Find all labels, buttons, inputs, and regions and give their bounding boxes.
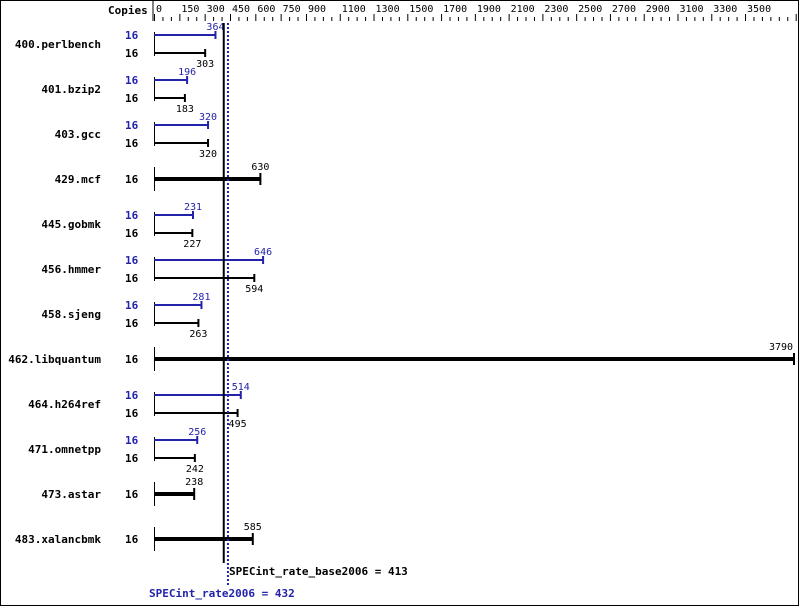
x-tick-label: 600 <box>257 4 275 15</box>
x-tick-label: 1500 <box>409 4 433 15</box>
x-tick-label: 3500 <box>747 4 771 15</box>
peak-copies: 16 <box>125 389 139 402</box>
benchmark-label: 400.perlbench <box>15 38 101 51</box>
x-tick-label: 3100 <box>679 4 703 15</box>
x-tick-label: 2500 <box>578 4 602 15</box>
benchmark-label: 445.gobmk <box>41 218 101 231</box>
peak-value-label: 646 <box>254 247 272 258</box>
peak-copies: 16 <box>125 254 139 267</box>
base-copies: 16 <box>125 317 139 330</box>
base-copies: 16 <box>125 92 139 105</box>
base-value-label: 594 <box>245 284 263 295</box>
x-tick-label: 300 <box>207 4 225 15</box>
base-copies: 16 <box>125 272 139 285</box>
benchmark-label: 483.xalancbmk <box>15 533 101 546</box>
peak-reference-label: SPECint_rate2006 = 432 <box>149 587 295 600</box>
benchmark-label: 401.bzip2 <box>41 83 101 96</box>
base-value-label: 238 <box>185 477 203 488</box>
benchmark-label: 403.gcc <box>55 128 101 141</box>
peak-copies: 16 <box>125 434 139 447</box>
peak-value-label: 196 <box>178 67 196 78</box>
peak-value-label: 256 <box>188 427 206 438</box>
peak-value-label: 320 <box>199 112 217 123</box>
x-tick-label: 150 <box>181 4 199 15</box>
x-axis-label: Copies <box>108 4 148 17</box>
x-tick-label: 1100 <box>342 4 366 15</box>
base-value-label: 3790 <box>769 342 793 353</box>
x-tick-label: 2100 <box>511 4 535 15</box>
peak-copies: 16 <box>125 119 139 132</box>
peak-copies: 16 <box>125 299 139 312</box>
base-copies: 16 <box>125 407 139 420</box>
x-tick-label: 1300 <box>376 4 400 15</box>
x-tick-label: 1900 <box>477 4 501 15</box>
x-tick-label: 900 <box>308 4 326 15</box>
base-value-label: 495 <box>229 419 247 430</box>
benchmark-label: 464.h264ref <box>28 398 101 411</box>
base-copies: 16 <box>125 488 139 501</box>
base-value-label: 320 <box>199 149 217 160</box>
x-tick-label: 0 <box>156 4 162 15</box>
base-value-label: 227 <box>183 239 201 250</box>
benchmark-label: 471.omnetpp <box>28 443 101 456</box>
x-tick-label: 3300 <box>713 4 737 15</box>
benchmark-label: 473.astar <box>41 488 101 501</box>
base-value-label: 183 <box>176 104 194 115</box>
x-tick-label: 2900 <box>646 4 670 15</box>
benchmark-label: 429.mcf <box>55 173 101 186</box>
peak-copies: 16 <box>125 74 139 87</box>
base-value-label: 303 <box>196 59 214 70</box>
base-value-label: 263 <box>189 329 207 340</box>
base-copies: 16 <box>125 137 139 150</box>
peak-copies: 16 <box>125 209 139 222</box>
base-copies: 16 <box>125 173 139 186</box>
x-tick-label: 450 <box>232 4 250 15</box>
peak-value-label: 514 <box>232 382 250 393</box>
base-copies: 16 <box>125 353 139 366</box>
x-tick-label: 1700 <box>443 4 467 15</box>
benchmark-label: 462.libquantum <box>8 353 101 366</box>
peak-copies: 16 <box>125 29 139 42</box>
peak-value-label: 231 <box>184 202 202 213</box>
base-copies: 16 <box>125 47 139 60</box>
base-copies: 16 <box>125 227 139 240</box>
peak-value-label: 364 <box>206 22 224 33</box>
benchmark-label: 458.sjeng <box>41 308 101 321</box>
base-copies: 16 <box>125 452 139 465</box>
base-reference-label: SPECint_rate_base2006 = 413 <box>229 565 408 578</box>
x-tick-label: 750 <box>283 4 301 15</box>
x-tick-label: 2700 <box>612 4 636 15</box>
benchmark-label: 456.hmmer <box>41 263 101 276</box>
base-value-label: 242 <box>186 464 204 475</box>
base-value-label: 585 <box>244 522 262 533</box>
x-tick-label: 2300 <box>544 4 568 15</box>
peak-value-label: 281 <box>192 292 210 303</box>
base-value-label: 630 <box>251 162 269 173</box>
base-copies: 16 <box>125 533 139 546</box>
